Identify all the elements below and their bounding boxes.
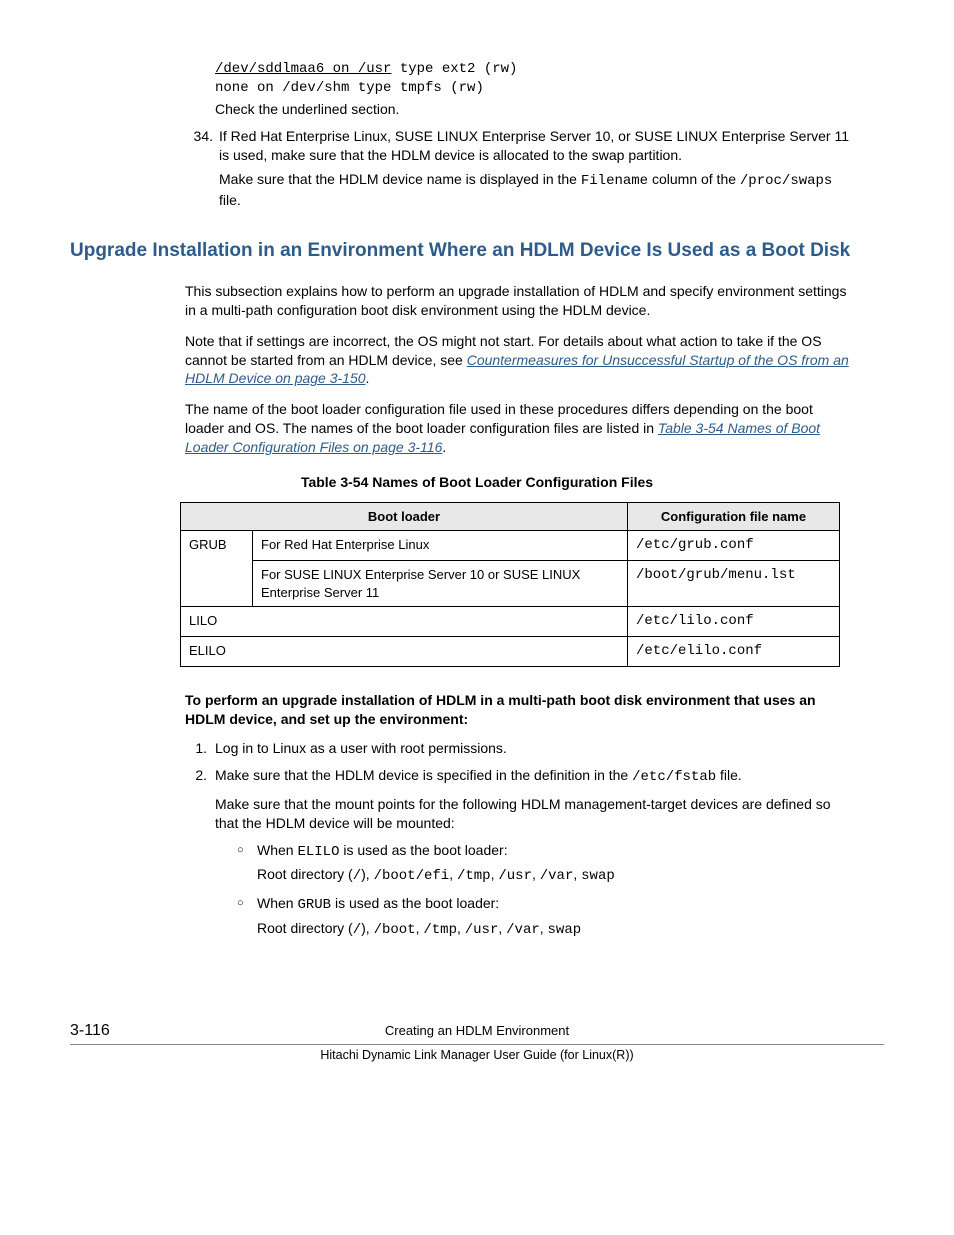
step-2: 2. Make sure that the HDLM device is spe…: [185, 766, 854, 940]
step-2-num: 2.: [185, 766, 215, 940]
table-caption: Table 3-54 Names of Boot Loader Configur…: [70, 473, 884, 492]
bullet-grub-body: When GRUB is used as the boot loader: Ro…: [257, 894, 854, 940]
table-row: For SUSE LINUX Enterprise Server 10 or S…: [181, 561, 840, 607]
step-34-p1: If Red Hat Enterprise Linux, SUSE LINUX …: [219, 127, 854, 165]
config-table: Boot loader Configuration file name GRUB…: [180, 502, 840, 667]
intro-p3: The name of the boot loader configuratio…: [185, 400, 854, 457]
step-34: 34. If Red Hat Enterprise Linux, SUSE LI…: [183, 127, 854, 211]
cell-elilo-conf: /etc/elilo.conf: [628, 637, 840, 667]
intro-p2: Note that if settings are incorrect, the…: [185, 332, 854, 389]
cell-lilo-conf: /etc/lilo.conf: [628, 607, 840, 637]
cell-rhel: For Red Hat Enterprise Linux: [253, 531, 628, 561]
step-2-p1: Make sure that the HDLM device is specif…: [215, 766, 854, 787]
bullet-grub-line2: Root directory (/), /boot, /tmp, /usr, /…: [257, 919, 854, 940]
table-row: GRUB For Red Hat Enterprise Linux /etc/g…: [181, 531, 840, 561]
bullet-icon: ○: [237, 894, 257, 940]
step-1-num: 1.: [185, 739, 215, 758]
bullet-elilo-line1: When ELILO is used as the boot loader:: [257, 841, 854, 862]
footer-subtitle: Hitachi Dynamic Link Manager User Guide …: [70, 1047, 884, 1064]
procedure-block: To perform an upgrade installation of HD…: [185, 691, 854, 940]
footer-divider: [70, 1044, 884, 1045]
cell-grub: GRUB: [181, 531, 253, 607]
cell-grub-conf: /etc/grub.conf: [628, 531, 840, 561]
code-line-2: none on /dev/shm type tmpfs (rw): [215, 79, 854, 98]
page-footer: 3-116 Creating an HDLM Environment Hitac…: [70, 1020, 884, 1063]
code-line-1: /dev/sddlmaa6 on /usr type ext2 (rw): [215, 60, 854, 79]
bullet-grub-line1: When GRUB is used as the boot loader:: [257, 894, 854, 915]
step-2-body: Make sure that the HDLM device is specif…: [215, 766, 854, 940]
cell-menu-lst: /boot/grub/menu.lst: [628, 561, 840, 607]
step-1-body: Log in to Linux as a user with root perm…: [215, 739, 854, 758]
section-heading: Upgrade Installation in an Environment W…: [70, 238, 884, 264]
table-header-row: Boot loader Configuration file name: [181, 502, 840, 531]
code-rest: type ext2 (rw): [391, 61, 517, 77]
bullet-grub: ○ When GRUB is used as the boot loader: …: [237, 894, 854, 940]
cell-lilo: LILO: [181, 607, 628, 637]
step-34-num: 34.: [183, 127, 219, 211]
th-config-file: Configuration file name: [628, 502, 840, 531]
code-underlined: /dev/sddlmaa6 on /usr: [215, 61, 391, 77]
check-text: Check the underlined section.: [215, 100, 854, 119]
bullet-elilo-line2: Root directory (/), /boot/efi, /tmp, /us…: [257, 865, 854, 886]
procedure-lead: To perform an upgrade installation of HD…: [185, 691, 854, 729]
table-row: LILO /etc/lilo.conf: [181, 607, 840, 637]
step-1: 1. Log in to Linux as a user with root p…: [185, 739, 854, 758]
step-34-body: If Red Hat Enterprise Linux, SUSE LINUX …: [219, 127, 854, 211]
cell-suse: For SUSE LINUX Enterprise Server 10 or S…: [253, 561, 628, 607]
bullet-icon: ○: [237, 841, 257, 887]
step-2-p2: Make sure that the mount points for the …: [215, 795, 854, 833]
intro-block: This subsection explains how to perform …: [185, 282, 854, 457]
table-row: ELILO /etc/elilo.conf: [181, 637, 840, 667]
footer-title: Creating an HDLM Environment: [190, 1022, 764, 1040]
bullet-elilo-body: When ELILO is used as the boot loader: R…: [257, 841, 854, 887]
bullet-elilo: ○ When ELILO is used as the boot loader:…: [237, 841, 854, 887]
page-number: 3-116: [70, 1020, 190, 1042]
step-34-p2: Make sure that the HDLM device name is d…: [219, 170, 854, 210]
th-boot-loader: Boot loader: [181, 502, 628, 531]
continuation-block: /dev/sddlmaa6 on /usr type ext2 (rw) non…: [215, 60, 854, 119]
intro-p1: This subsection explains how to perform …: [185, 282, 854, 320]
cell-elilo: ELILO: [181, 637, 628, 667]
